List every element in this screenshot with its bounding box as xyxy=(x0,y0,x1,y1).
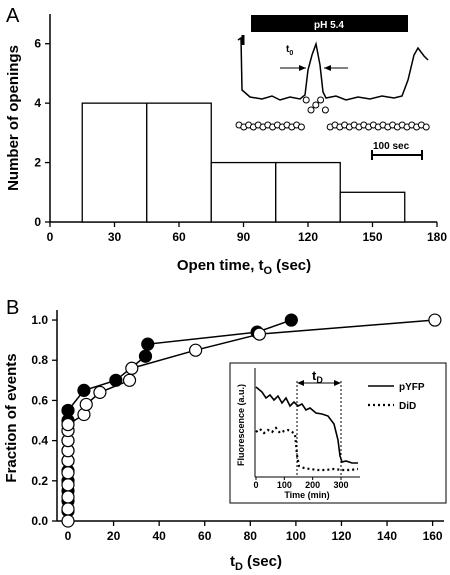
histogram-bar-4 xyxy=(339,191,406,223)
panel-a-inset: pH 5.4 t0 100 sec xyxy=(235,15,430,160)
series-filled-point xyxy=(61,403,75,418)
panel-a-x-ticks: 0 30 60 90 120 150 180 xyxy=(47,222,447,244)
y-tick-label: 6 xyxy=(34,37,41,51)
x-tick-label: 180 xyxy=(427,230,447,244)
series-open-point xyxy=(122,373,137,387)
series-open-point xyxy=(61,514,75,528)
series-filled-point xyxy=(109,373,123,387)
series-open-point xyxy=(79,397,93,412)
inset-x-tick-label: 300 xyxy=(333,480,348,490)
x-tick-label: 100 xyxy=(286,529,306,543)
series-open-point xyxy=(61,417,75,432)
histogram-bar-2 xyxy=(210,161,277,223)
y-tick-label: 0 xyxy=(34,215,41,229)
inset-x-tick-label: 100 xyxy=(277,480,292,490)
panel-b-y-axis-title: Fraction of events xyxy=(3,353,20,482)
series-filled-point xyxy=(284,313,298,327)
series-filled-point xyxy=(138,349,153,363)
panel-a-y-axis-title: Number of openings xyxy=(5,45,22,191)
panel-a-label: A xyxy=(6,5,20,27)
legend-did-label: DiD xyxy=(399,401,416,412)
y-tick-label: 0.0 xyxy=(31,514,48,528)
y-tick-label: 1.0 xyxy=(31,313,48,327)
series-open-point xyxy=(93,385,107,399)
inset-y-axis-title: Fluorescence (a.u.) xyxy=(236,384,246,466)
inset-t0-label: t0 xyxy=(286,44,293,57)
inset-frame xyxy=(229,362,447,504)
y-tick-label: 0.4 xyxy=(31,434,48,448)
series-open-point xyxy=(428,313,442,327)
legend-pyfp-label: pYFP xyxy=(399,382,425,393)
x-tick-label: 40 xyxy=(152,529,166,543)
inset-circle xyxy=(312,101,320,109)
x-tick-label: 0 xyxy=(65,529,72,543)
x-tick-label: 140 xyxy=(377,529,397,543)
inset-pyfp-trace xyxy=(255,386,358,464)
y-tick-label: 0.8 xyxy=(31,353,48,367)
x-tick-label: 90 xyxy=(237,230,251,244)
y-tick-label: 0.6 xyxy=(31,393,48,407)
x-tick-label: 30 xyxy=(108,230,122,244)
x-tick-label: 120 xyxy=(331,529,351,543)
panel-a-x-axis-title: Open time, tO (sec) xyxy=(177,257,311,277)
inset-x-tick-label: 200 xyxy=(305,480,320,490)
series-filled-point xyxy=(141,337,155,351)
x-tick-label: 0 xyxy=(47,230,54,244)
panel-b-label: B xyxy=(6,297,19,319)
x-tick-label: 60 xyxy=(172,230,186,244)
panel-a-bars xyxy=(81,102,406,223)
histogram-bar-3 xyxy=(275,161,341,223)
series-open-point xyxy=(189,343,203,357)
histogram-bar-1 xyxy=(146,102,212,223)
series-open-point xyxy=(61,490,75,504)
inset-td-label: tD xyxy=(312,368,323,385)
panel-a-y-ticks: 0 2 4 6 xyxy=(34,37,50,229)
ph-bar-label: pH 5.4 xyxy=(314,20,344,31)
panel-b-x-axis-title: tD (sec) xyxy=(230,553,282,573)
panel-b-inset: 0 100 200 300 Time (min) Fluorescence (a.u.… xyxy=(229,362,447,504)
panel-b-x-ticks: 0 20 40 60 80 100 120 140 160 xyxy=(65,521,443,543)
inset-circle xyxy=(321,106,329,114)
scale-bar-label: 100 sec xyxy=(373,141,410,152)
x-tick-label: 80 xyxy=(244,529,258,543)
series-filled-point xyxy=(77,383,91,397)
x-tick-label: 120 xyxy=(298,230,318,244)
series-open-point xyxy=(61,502,75,516)
series-open-point xyxy=(61,466,75,480)
inset-x-axis-title: Time (min) xyxy=(284,490,329,500)
x-tick-label: 20 xyxy=(107,529,121,543)
x-tick-label: 160 xyxy=(423,529,443,543)
y-tick-label: 0.2 xyxy=(31,474,48,488)
panel-b-y-ticks: 0.0 0.2 0.4 0.6 0.8 1.0 xyxy=(31,313,57,528)
inset-x-ticks: 0 100 200 300 xyxy=(253,477,349,490)
ph-bar xyxy=(251,15,408,32)
panel-b-series xyxy=(61,313,442,528)
inset-circle xyxy=(307,106,315,114)
series-open-point xyxy=(252,327,267,341)
inset-circle xyxy=(317,96,325,104)
y-tick-label: 2 xyxy=(34,156,41,170)
inset-circle-row xyxy=(235,96,430,131)
inset-circle xyxy=(302,96,310,104)
series-open-point xyxy=(61,478,75,492)
series-open-point xyxy=(125,361,139,375)
x-tick-label: 150 xyxy=(362,230,382,244)
inset-circle xyxy=(422,123,430,131)
y-tick-label: 4 xyxy=(34,96,41,110)
inset-trace xyxy=(237,36,429,101)
x-tick-label: 60 xyxy=(198,529,212,543)
histogram-bar-0 xyxy=(81,102,148,223)
inset-circle xyxy=(297,123,305,131)
inset-x-tick-label: 0 xyxy=(253,480,258,490)
